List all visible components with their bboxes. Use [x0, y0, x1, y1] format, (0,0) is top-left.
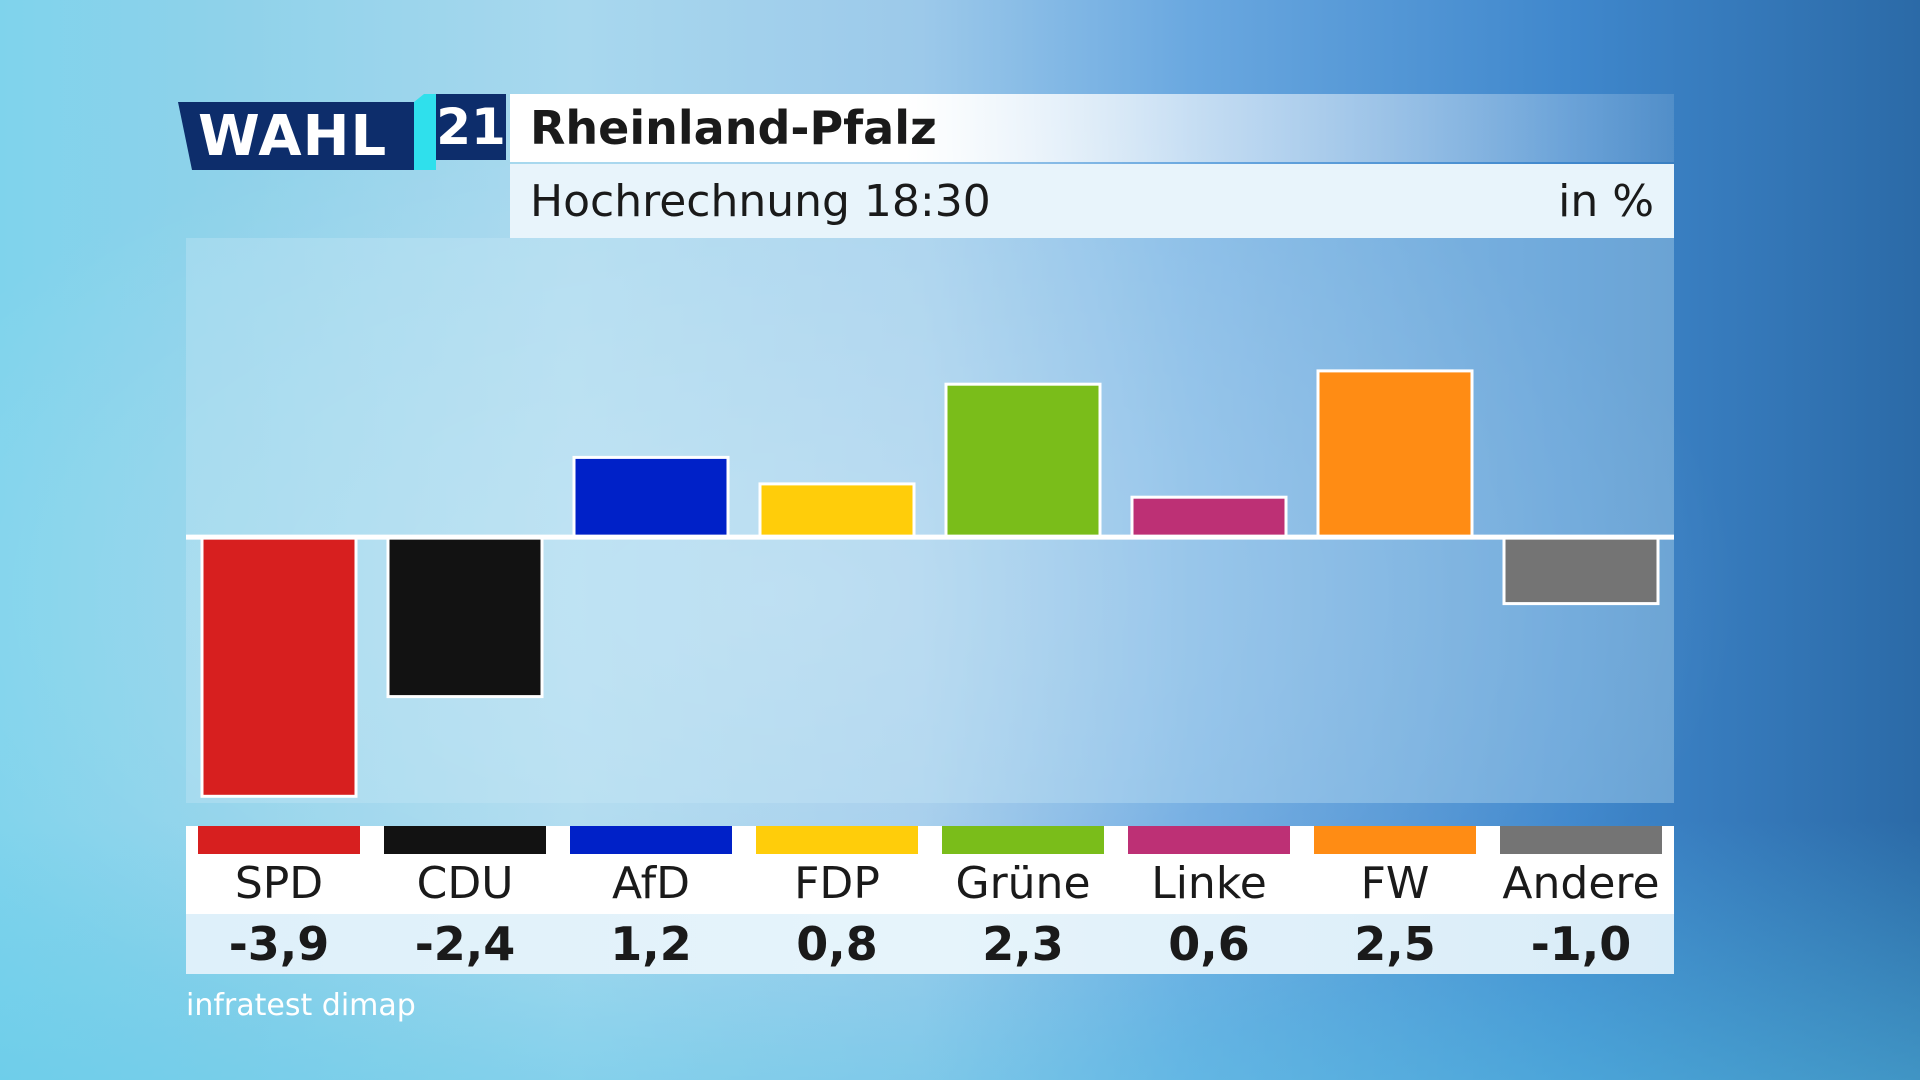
legend-swatch: [1128, 826, 1290, 854]
data-source: infratest dimap: [186, 988, 416, 1023]
chart-legend: SPD -3,9 CDU -2,4 AfD 1,2 FDP 0,8 Grüne 2,3 Linke 0…: [186, 826, 1674, 974]
bar-afd: [572, 455, 730, 539]
legend-swatch: [756, 826, 918, 854]
party-label: Grüne: [955, 858, 1091, 909]
subtitle-bar: Hochrechnung 18:30 in %: [510, 164, 1674, 238]
bar-linke: [1130, 495, 1288, 539]
legend-swatch: [384, 826, 546, 854]
value-label: 0,8: [796, 917, 878, 971]
value-label: 1,2: [610, 917, 692, 971]
party-label: SPD: [234, 858, 324, 909]
bar-cdu: [386, 535, 544, 699]
title-bar: Rheinland-Pfalz: [510, 94, 1674, 162]
value-label: -3,9: [228, 917, 330, 971]
bar-andere: [1502, 535, 1660, 606]
bar-fw: [1316, 369, 1474, 539]
logo-wahl-block: WAHL: [178, 102, 422, 170]
value-label: -1,0: [1530, 917, 1632, 971]
legend-item-grüne: Grüne 2,3: [942, 826, 1104, 974]
value-label: 0,6: [1168, 917, 1250, 971]
chart-unit: in %: [1558, 176, 1654, 227]
value-label: 2,5: [1354, 917, 1436, 971]
legend-item-cdu: CDU -2,4: [384, 826, 546, 974]
legend-item-fw: FW 2,5: [1314, 826, 1476, 974]
logo-year: 21: [436, 94, 506, 160]
chart-subtitle: Hochrechnung 18:30: [530, 176, 991, 227]
legend-item-afd: AfD 1,2: [570, 826, 732, 974]
party-label: AfD: [612, 858, 690, 909]
legend-item-fdp: FDP 0,8: [756, 826, 918, 974]
wahl-logo: WAHL 21: [178, 94, 508, 171]
party-label: Linke: [1151, 858, 1267, 909]
legend-item-andere: Andere -1,0: [1500, 826, 1662, 974]
legend-swatch: [1314, 826, 1476, 854]
legend-swatch: [198, 826, 360, 854]
legend-item-spd: SPD -3,9: [198, 826, 360, 974]
logo-wahl-text: WAHL: [198, 104, 388, 169]
party-label: FDP: [794, 858, 880, 909]
logo-accent: [414, 94, 436, 170]
bar-fdp: [758, 482, 916, 539]
legend-swatch: [942, 826, 1104, 854]
party-label: FW: [1360, 858, 1430, 909]
legend-values-row: [186, 914, 1674, 974]
legend-item-linke: Linke 0,6: [1128, 826, 1290, 974]
value-label: 2,3: [982, 917, 1064, 971]
party-label: CDU: [416, 858, 514, 909]
legend-swatch: [570, 826, 732, 854]
bar-grüne: [944, 382, 1102, 539]
legend-swatch: [1500, 826, 1662, 854]
value-label: -2,4: [414, 917, 516, 971]
party-label: Andere: [1502, 858, 1660, 909]
bar-chart: [186, 369, 1674, 798]
chart-title: Rheinland-Pfalz: [530, 101, 937, 155]
bar-spd: [200, 535, 358, 798]
